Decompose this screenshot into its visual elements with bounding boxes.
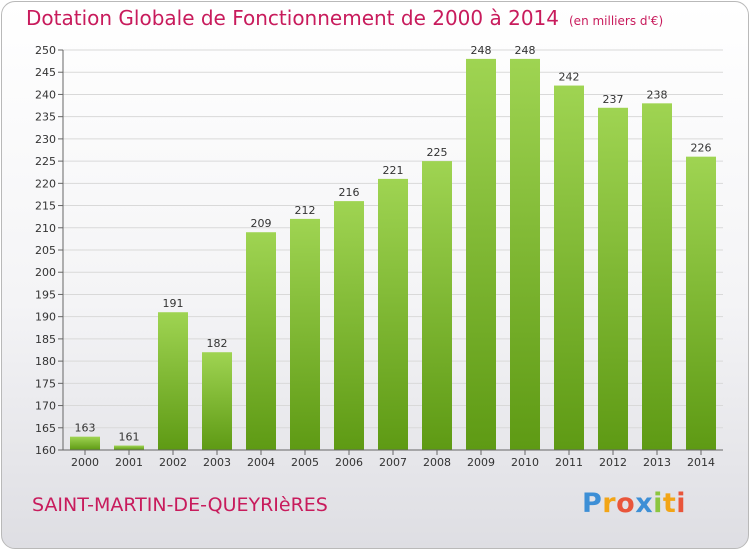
bar-2000 <box>70 436 100 450</box>
x-tick-label-2006: 2006 <box>335 456 363 469</box>
y-tick-label: 200 <box>35 266 56 279</box>
x-tick-label-2013: 2013 <box>643 456 671 469</box>
unit-label: (en milliers d'€) <box>569 14 664 28</box>
x-tick-label-2002: 2002 <box>159 456 187 469</box>
y-tick-label: 170 <box>35 400 56 413</box>
y-tick-label: 240 <box>35 88 56 101</box>
data-label-2014: 226 <box>691 142 712 155</box>
data-label-2006: 216 <box>339 186 360 199</box>
proxiti-logo: Proxiti <box>582 488 687 519</box>
y-tick-label: 230 <box>35 133 56 146</box>
y-tick-label: 165 <box>35 422 56 435</box>
commune-name: SAINT-MARTIN-DE-QUEYRIèRES <box>32 494 328 516</box>
chart-title: Dotation Globale de Fonctionnement de 20… <box>26 6 663 30</box>
bar-2001 <box>114 445 144 450</box>
x-tick-label-2011: 2011 <box>555 456 583 469</box>
y-tick-label: 210 <box>35 222 56 235</box>
bar-2011 <box>554 85 584 451</box>
x-tick-label-2012: 2012 <box>599 456 627 469</box>
x-tick-label-2008: 2008 <box>423 456 451 469</box>
labels: 160 165 170 175 180 185 190 195 200 205 210 215 220 2… <box>35 44 715 469</box>
bar-2012 <box>598 107 628 451</box>
y-tick-label: 225 <box>35 155 56 168</box>
data-label-2001: 161 <box>119 431 140 444</box>
y-tick-label: 250 <box>35 44 56 57</box>
data-label-2011: 242 <box>559 71 580 84</box>
y-tick-label: 185 <box>35 333 56 346</box>
bar-2003 <box>202 352 232 450</box>
data-label-2007: 221 <box>383 164 404 177</box>
bar-2008 <box>422 161 452 450</box>
x-tick-label-2010: 2010 <box>511 456 539 469</box>
bar-2005 <box>290 218 320 450</box>
y-tick-label: 215 <box>35 200 56 213</box>
y-tick-label: 245 <box>35 66 56 79</box>
data-label-2009: 248 <box>471 44 492 57</box>
y-tick-label: 160 <box>35 444 56 457</box>
bar-2009 <box>466 58 496 451</box>
bar-2004 <box>246 232 276 450</box>
bars <box>70 58 716 451</box>
x-tick-label-2001: 2001 <box>115 456 143 469</box>
y-tick-label: 235 <box>35 111 56 124</box>
y-tick-label: 205 <box>35 244 56 257</box>
y-tick-label: 180 <box>35 355 56 368</box>
bar-2014 <box>686 156 716 450</box>
bar-2006 <box>334 201 364 450</box>
y-tick-label: 195 <box>35 288 56 301</box>
title-text: Dotation Globale de Fonctionnement de 20… <box>26 6 559 30</box>
data-label-2013: 238 <box>647 88 668 101</box>
axes <box>58 49 723 455</box>
bar-2007 <box>378 178 408 450</box>
x-tick-label-2009: 2009 <box>467 456 495 469</box>
bar-2010 <box>510 58 540 451</box>
x-tick-label-2003: 2003 <box>203 456 231 469</box>
data-label-2000: 163 <box>75 422 96 435</box>
y-tick-label: 220 <box>35 177 56 190</box>
y-tick-label: 190 <box>35 311 56 324</box>
data-label-2005: 212 <box>295 204 316 217</box>
bar-2002 <box>158 312 188 450</box>
data-label-2010: 248 <box>515 44 536 57</box>
data-label-2012: 237 <box>603 93 624 106</box>
data-label-2004: 209 <box>251 217 272 230</box>
data-label-2008: 225 <box>427 146 448 159</box>
y-tick-label: 175 <box>35 377 56 390</box>
x-tick-label-2004: 2004 <box>247 456 275 469</box>
data-label-2003: 182 <box>207 337 228 350</box>
data-label-2002: 191 <box>163 297 184 310</box>
x-tick-label-2014: 2014 <box>687 456 715 469</box>
x-tick-label-2000: 2000 <box>71 456 99 469</box>
x-tick-label-2005: 2005 <box>291 456 319 469</box>
x-tick-label-2007: 2007 <box>379 456 407 469</box>
bar-2013 <box>642 103 672 450</box>
